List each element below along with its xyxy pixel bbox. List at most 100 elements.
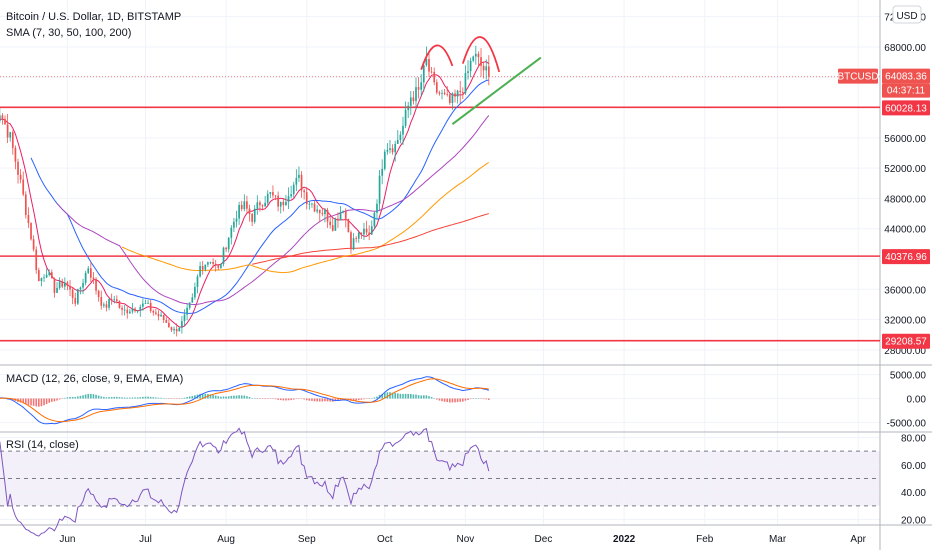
candle-body[interactable] [9, 132, 12, 138]
candle-body[interactable] [324, 210, 326, 215]
candle-body[interactable] [225, 247, 227, 250]
candle-body[interactable] [97, 290, 100, 297]
candle-body[interactable] [459, 90, 462, 93]
candle-body[interactable] [155, 312, 157, 314]
candle-body[interactable] [165, 319, 168, 323]
candle-body[interactable] [381, 168, 384, 176]
candle-body[interactable] [451, 93, 454, 104]
candle-body[interactable] [220, 263, 222, 268]
trend-line[interactable] [451, 56, 542, 125]
candle-body[interactable] [337, 218, 339, 221]
candle-body[interactable] [399, 134, 402, 140]
candle-body[interactable] [422, 65, 425, 83]
candle-body[interactable] [313, 203, 316, 212]
candle-body[interactable] [139, 306, 142, 311]
candle-body[interactable] [477, 53, 480, 58]
candle-body[interactable] [396, 139, 399, 144]
candle-body[interactable] [474, 53, 477, 57]
candle-body[interactable] [446, 94, 449, 95]
candle-body[interactable] [160, 314, 162, 317]
candle-body[interactable] [329, 221, 332, 226]
candle-body[interactable] [87, 268, 90, 273]
candle-body[interactable] [472, 56, 475, 61]
candle-body[interactable] [357, 232, 360, 239]
candle-body[interactable] [298, 174, 300, 178]
candle-body[interactable] [53, 278, 56, 293]
candle-body[interactable] [45, 274, 48, 278]
macd-legend[interactable]: MACD (12, 26, close, 9, EMA, EMA) [6, 373, 183, 385]
candle-body[interactable] [246, 201, 248, 209]
candle-body[interactable] [32, 239, 35, 250]
candle-body[interactable] [376, 203, 378, 213]
candle-body[interactable] [389, 148, 391, 150]
candle-body[interactable] [469, 60, 472, 72]
candle-body[interactable] [79, 287, 82, 290]
candle-body[interactable] [347, 218, 350, 233]
candle-body[interactable] [253, 208, 256, 222]
candle-body[interactable] [303, 190, 305, 193]
candle-body[interactable] [207, 262, 209, 265]
candle-body[interactable] [1, 115, 4, 119]
candle-body[interactable] [464, 73, 467, 94]
currency-button[interactable] [892, 5, 922, 24]
candle-body[interactable] [100, 296, 103, 306]
candle-body[interactable] [113, 299, 116, 301]
candle-body[interactable] [50, 272, 53, 279]
candle-body[interactable] [181, 321, 183, 328]
candle-body[interactable] [363, 228, 365, 235]
candle-body[interactable] [425, 58, 428, 66]
sma-legend[interactable]: SMA (7, 30, 50, 100, 200) [6, 27, 131, 39]
candle-body[interactable] [360, 232, 363, 235]
candle-body[interactable] [261, 205, 264, 207]
candle-body[interactable] [487, 66, 490, 77]
candle-body[interactable] [19, 174, 22, 180]
candle-body[interactable] [456, 90, 459, 97]
candle-body[interactable] [183, 314, 186, 322]
candle-body[interactable] [157, 313, 160, 317]
candle-body[interactable] [334, 218, 337, 231]
candle-body[interactable] [282, 201, 285, 206]
candle-body[interactable] [209, 262, 212, 263]
candle-body[interactable] [279, 201, 282, 207]
candle-body[interactable] [454, 93, 456, 97]
candle-body[interactable] [58, 281, 61, 288]
candle-body[interactable] [217, 264, 220, 268]
candle-body[interactable] [131, 308, 134, 312]
candle-body[interactable] [264, 202, 266, 207]
candle-body[interactable] [402, 125, 404, 135]
candle-body[interactable] [256, 202, 259, 209]
candle-body[interactable] [248, 208, 251, 214]
candle-body[interactable] [368, 232, 371, 235]
candle-body[interactable] [199, 265, 201, 277]
candle-body[interactable] [17, 161, 19, 175]
candle-body[interactable] [71, 289, 74, 298]
candle-body[interactable] [95, 279, 97, 291]
candle-body[interactable] [308, 203, 311, 205]
candle-body[interactable] [175, 328, 178, 332]
candle-body[interactable] [227, 237, 230, 250]
candle-body[interactable] [69, 285, 71, 290]
candle-body[interactable] [383, 151, 386, 169]
candle-body[interactable] [316, 209, 319, 212]
candle-body[interactable] [121, 307, 123, 310]
candle-body[interactable] [342, 210, 345, 212]
candle-body[interactable] [233, 221, 235, 228]
candle-body[interactable] [6, 124, 9, 138]
candle-body[interactable] [461, 92, 464, 94]
candle-body[interactable] [386, 149, 389, 152]
candle-body[interactable] [448, 94, 451, 104]
candle-body[interactable] [441, 92, 443, 94]
candle-body[interactable] [222, 247, 225, 264]
candle-body[interactable] [136, 310, 139, 312]
candle-body[interactable] [188, 302, 191, 308]
candle-body[interactable] [300, 174, 303, 191]
candle-body[interactable] [394, 143, 397, 153]
candle-body[interactable] [162, 314, 165, 320]
candle-body[interactable] [428, 58, 430, 72]
candle-body[interactable] [168, 322, 170, 328]
candle-body[interactable] [391, 148, 394, 153]
candle-body[interactable] [292, 184, 295, 195]
candle-body[interactable] [116, 299, 118, 301]
candle-body[interactable] [74, 297, 77, 304]
